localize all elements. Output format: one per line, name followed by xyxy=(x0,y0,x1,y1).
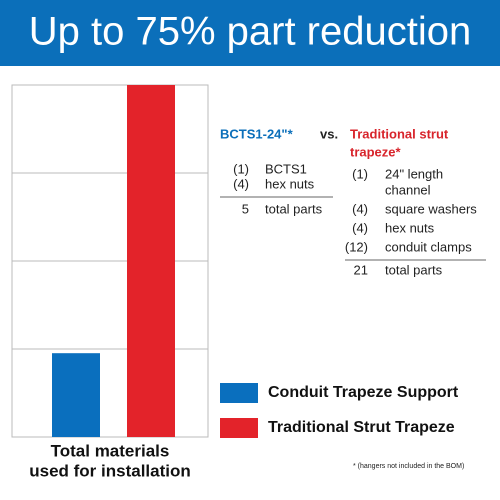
vs-label: vs. xyxy=(320,126,338,141)
total-qty: 21 xyxy=(354,262,368,277)
total-qty: 5 xyxy=(242,201,249,216)
item-text: hex nuts xyxy=(385,220,435,235)
item-text: hex nuts xyxy=(265,176,315,191)
column-header: BCTS1-24"* xyxy=(220,126,294,141)
item-qty: (4) xyxy=(352,220,368,235)
total-text: total parts xyxy=(385,262,443,277)
item-qty: (1) xyxy=(233,161,249,176)
item-text: 24" length xyxy=(385,166,443,181)
item-qty: (12) xyxy=(345,239,368,254)
legend-swatch xyxy=(220,418,258,438)
column-header: Traditional strut xyxy=(350,126,449,141)
bar xyxy=(127,85,175,437)
legend-label: Traditional Strut Trapeze xyxy=(268,419,455,436)
bar xyxy=(52,353,100,437)
item-qty: (1) xyxy=(352,166,368,181)
x-axis-label: Total materials xyxy=(51,441,170,460)
item-text: BCTS1 xyxy=(265,161,307,176)
item-text: conduit clamps xyxy=(385,239,472,254)
title-band xyxy=(0,0,500,66)
legend-swatch xyxy=(220,383,258,403)
item-text: square washers xyxy=(385,201,477,216)
column-header: trapeze* xyxy=(350,144,402,159)
total-text: total parts xyxy=(265,201,323,216)
item-text: channel xyxy=(385,182,431,197)
item-qty: (4) xyxy=(233,176,249,191)
x-axis-label: used for installation xyxy=(29,461,191,480)
item-qty: (4) xyxy=(352,201,368,216)
footnote: * (hangers not included in the BOM) xyxy=(353,463,464,470)
title: Up to 75% part reduction xyxy=(29,10,471,54)
legend-label: Conduit Trapeze Support xyxy=(268,384,459,401)
